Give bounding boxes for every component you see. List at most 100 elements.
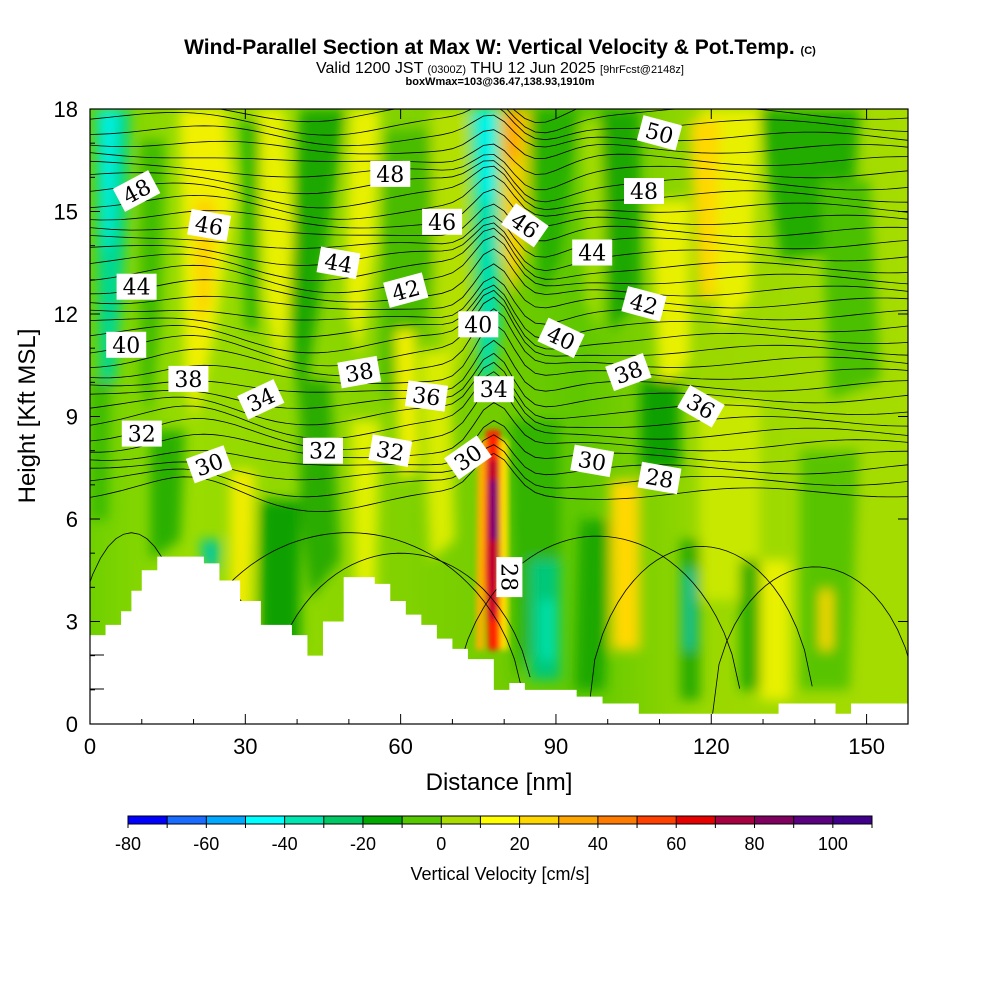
box-wmax-info: boxWmax=103@36.47,138.93,1910m — [405, 76, 595, 88]
theta-contour-dome — [265, 552, 531, 724]
forecast-info: [9hrFcst@2148z] — [600, 64, 684, 76]
colorbar-swatch — [323, 816, 364, 824]
chart-subtitle: Valid 1200 JST (0300Z) THU 12 Jun 2025 [… — [0, 60, 1000, 78]
theta-contour-line — [218, 109, 908, 134]
theta-contour-line — [90, 444, 908, 498]
colorbar-tick-label: 60 — [666, 834, 686, 854]
chart-title: Wind-Parallel Section at Max W: Vertical… — [0, 36, 1000, 60]
theta-label-text: 28 — [643, 465, 675, 494]
theta-label-box — [121, 420, 162, 447]
colorbar-swatch — [245, 816, 286, 824]
y-tick-label: 6 — [66, 507, 78, 532]
theta-label-text: 40 — [112, 334, 140, 359]
theta-label: 48 — [370, 160, 411, 188]
terrain-marks — [90, 654, 104, 690]
colorbar-tick-label: -20 — [350, 834, 376, 854]
theta-contour-line — [90, 129, 908, 160]
theta-label-text: 44 — [578, 242, 606, 267]
theta-label: 44 — [316, 246, 361, 280]
y-tick-label: 0 — [66, 712, 78, 737]
terrain — [90, 556, 908, 724]
theta-contour-line — [90, 276, 908, 325]
colorbar-swatch — [362, 816, 403, 824]
theta-label: 34 — [473, 376, 514, 403]
x-tick-label: 120 — [693, 734, 730, 759]
theta-label-box — [106, 331, 147, 358]
theta-label-text: 36 — [411, 383, 442, 412]
theta-label: 46 — [501, 203, 549, 248]
colorbar-swatch — [441, 816, 481, 824]
theta-contour-line — [90, 153, 908, 191]
theta-label: 50 — [636, 115, 683, 151]
theta-contour-line — [90, 143, 908, 175]
x-axis-label: Distance [nm] — [426, 769, 573, 796]
theta-contour-line — [90, 165, 908, 211]
x-axis: 0 30 60 90 120 150 — [84, 109, 885, 759]
theta-contour-line — [90, 188, 908, 229]
theta-contour-line — [90, 308, 908, 377]
theta-label: 40 — [106, 331, 147, 359]
theta-contour-line — [90, 175, 908, 220]
theta-label-text: 28 — [495, 563, 520, 591]
theta-contour-line — [90, 339, 908, 393]
theta-label: 28 — [495, 557, 523, 598]
colorbar-swatch — [402, 816, 442, 824]
colorbar-swatch — [558, 816, 599, 824]
colorbar-tick-label: -40 — [272, 834, 298, 854]
theta-label: 36 — [404, 380, 449, 412]
theta-label-box — [624, 178, 664, 204]
theta-label-box — [337, 355, 382, 389]
theta-label-text: 44 — [123, 276, 151, 301]
theta-label-text: 48 — [630, 180, 658, 205]
theta-contour-line — [90, 263, 908, 310]
x-tick-label: 60 — [388, 734, 412, 759]
colorbar-swatch — [637, 816, 677, 824]
theta-contour-line — [90, 248, 908, 303]
y-axis-label: Height [Kft MSL] — [14, 329, 41, 504]
colorbar-swatch — [206, 816, 246, 824]
colorbar-swatch — [832, 816, 873, 824]
theta-label-box — [422, 208, 463, 235]
theta-contours — [90, 109, 908, 724]
theta-label-text: 44 — [322, 250, 354, 279]
theta-contour-line — [90, 227, 908, 282]
colorbar-tick-label: -60 — [193, 834, 219, 854]
colorbar-tick-label: 0 — [436, 834, 446, 854]
colorbar: -80 -60 -40 -20 0 20 40 60 80 100 — [115, 815, 873, 854]
theta-label-box — [187, 208, 232, 242]
colorbar-tick-label: 80 — [745, 834, 765, 854]
theta-label-box — [116, 273, 157, 300]
theta-label-text: 48 — [376, 163, 404, 188]
theta-label-box — [112, 170, 161, 212]
theta-contour-line — [90, 371, 908, 440]
theta-label: 32 — [303, 437, 343, 465]
colorbar-tick-label: 20 — [510, 834, 530, 854]
theta-label-box — [570, 444, 615, 478]
theta-contour-line — [90, 322, 908, 385]
copyright-mark: (C) — [800, 45, 816, 57]
theta-label-box — [168, 365, 209, 392]
theta-label-text: 46 — [193, 212, 225, 241]
colorbar-tick-label: -80 — [115, 834, 141, 854]
theta-label-text: 32 — [374, 437, 406, 466]
theta-contour-line — [90, 235, 908, 294]
colorbar-swatch — [715, 816, 756, 824]
theta-contour-dome — [710, 566, 908, 724]
theta-label: 32 — [121, 420, 162, 448]
theta-label-text: 32 — [309, 440, 337, 465]
colorbar-tick-label: 40 — [588, 834, 608, 854]
theta-label: 46 — [187, 208, 232, 242]
theta-contour-line — [90, 215, 908, 258]
x-tick-label: 0 — [84, 734, 96, 759]
theta-label-box — [496, 557, 523, 598]
theta-label-box — [636, 115, 683, 151]
theta-label-box — [185, 445, 233, 484]
colorbar-tick-label: 100 — [818, 834, 848, 854]
theta-label-box — [237, 379, 285, 420]
theta-contour-line — [90, 352, 908, 409]
theta-label-box — [368, 434, 413, 467]
colorbar-swatch — [167, 816, 207, 824]
theta-label-box — [473, 376, 514, 403]
